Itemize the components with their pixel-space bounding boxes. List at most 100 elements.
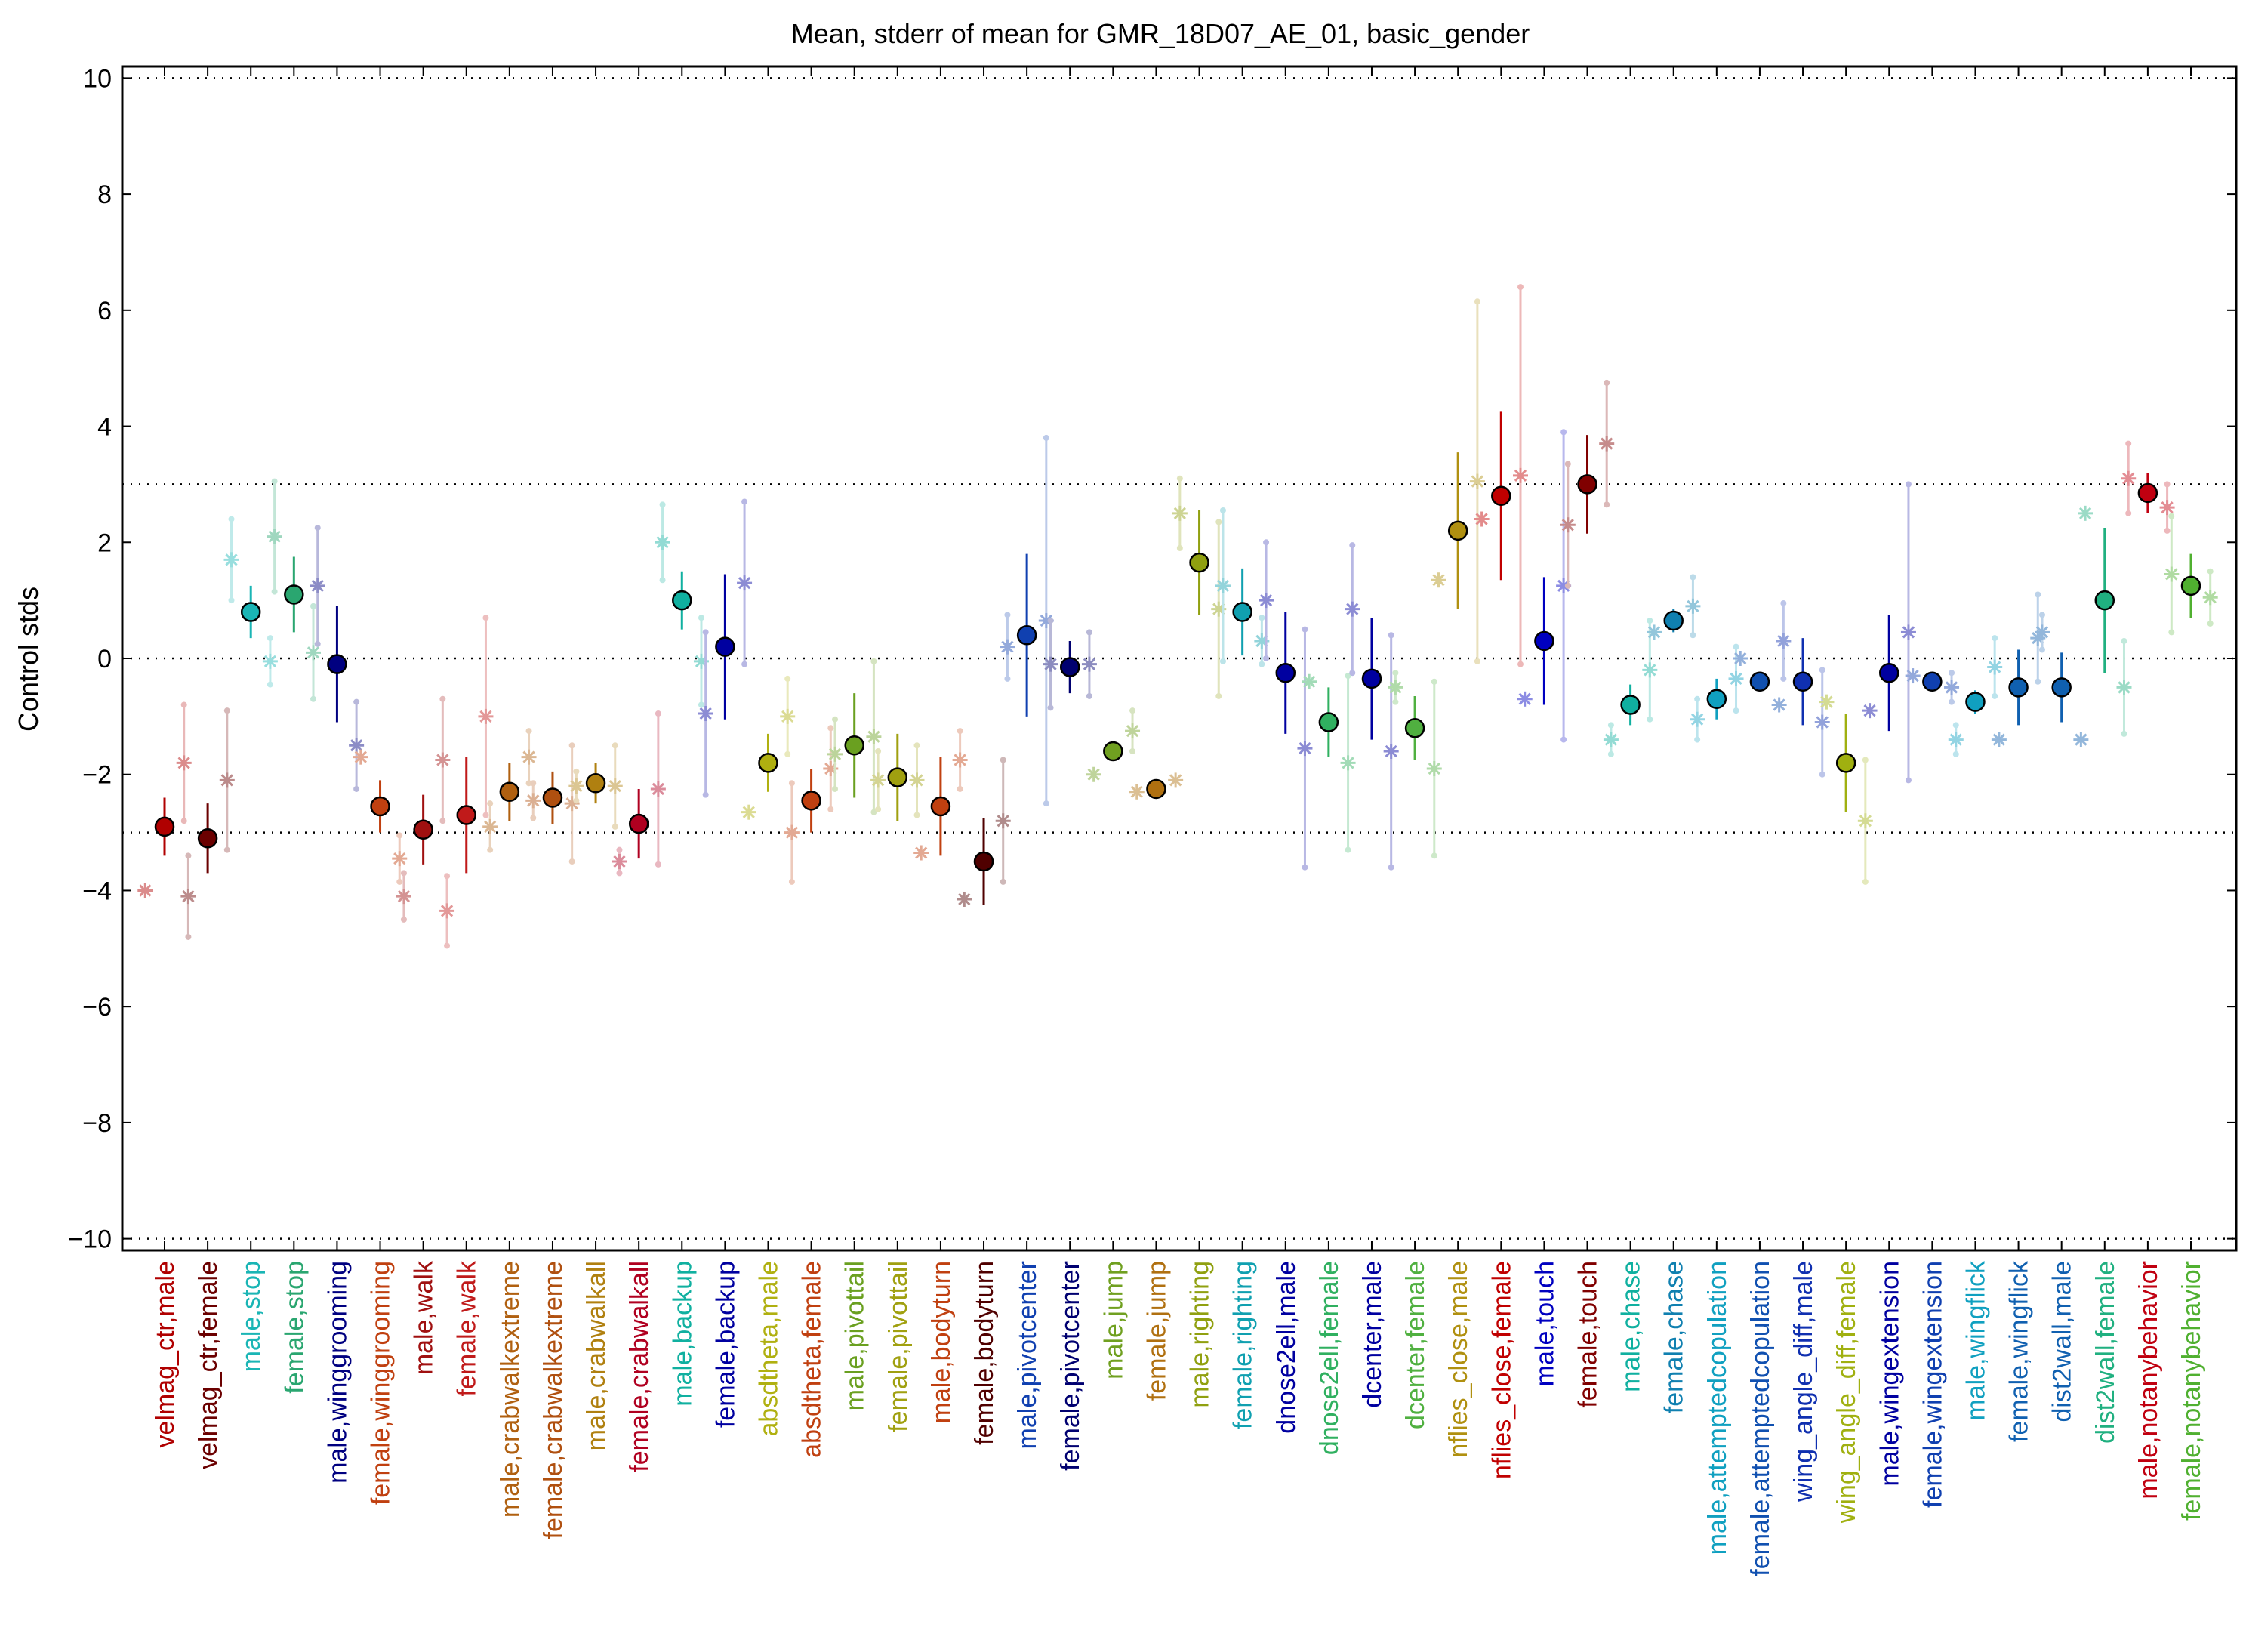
experiment-point [1991,732,2007,747]
x-tick-label: male,touch [1530,1261,1559,1386]
x-tick-label: female,backup [711,1261,740,1428]
experiment-error-cap [1004,612,1011,618]
experiment-error-cap [1952,722,1959,729]
x-tick-label: male,backup [668,1261,697,1407]
experiment-point-stroke [177,757,190,769]
experiment-point [1814,714,1830,730]
experiment-point [655,535,670,550]
experiment-point-stroke [1001,640,1014,653]
mean-point [499,781,520,803]
experiment-error-cap [1302,864,1308,871]
experiment-error-cap [1129,707,1136,714]
plot-frame [121,65,2238,1252]
experiment-error-cap [1474,658,1480,664]
experiment-point-stroke [1385,744,1397,758]
experiment-point [439,903,455,919]
experiment-point [1948,732,1964,747]
experiment-point-stroke [2165,568,2178,581]
mean-point [1577,474,1597,495]
experiment-point-stroke [484,820,497,834]
mean-point [413,819,433,840]
x-tick-label: nflies_close,male [1444,1261,1473,1458]
mean-point [2180,575,2201,596]
experiment-point [1125,723,1141,739]
x-tick-label: female,jump [1142,1261,1171,1401]
experiment-point-stroke [1514,469,1527,482]
experiment-error-cap [2207,568,2214,575]
mean-point [1447,520,1468,541]
mean-point [2137,482,2158,504]
experiment-error-cap [1349,542,1356,549]
experiment-point-stroke [1902,626,1915,639]
experiment-point-stroke [1342,757,1354,769]
experiment-error-cap [2121,730,2127,737]
experiment-point-stroke [1087,768,1100,781]
experiment-point [1431,572,1446,588]
experiment-point [995,813,1011,829]
experiment-error-cap [180,701,187,708]
mean-point [1620,695,1641,715]
experiment-point [780,708,796,724]
experiment-error-cap [2038,646,2045,653]
experiment-point [1215,578,1231,593]
experiment-point [1728,670,1744,686]
x-tick-label: male,crabwalkall [582,1261,611,1450]
category-group [1474,284,1528,667]
experiment-point [1819,694,1835,710]
experiment-error-cap [1819,667,1825,673]
mean-point [154,816,175,837]
experiment-point-stroke [1601,437,1613,450]
experiment-error-cap [870,658,877,664]
experiment-point [952,752,968,768]
experiment-point-stroke [1083,658,1096,670]
experiment-error-cap [655,710,661,717]
mean-point [1792,671,1813,692]
experiment-error-cap [1604,379,1610,386]
y-tick-label: −10 [68,1225,112,1254]
x-tick-label: male,jump [1099,1261,1128,1379]
experiment-point [1900,624,1916,640]
experiment-error-cap [1949,698,1955,705]
experiment-error-cap [1564,582,1571,589]
mean-point [284,584,304,605]
experiment-point [2116,680,2132,695]
y-axis-ticks: 10 8 6 4 2 0 −2 −4 −6 −8 −10 [68,64,2236,1254]
experiment-point-stroke [182,890,195,903]
experiment-error-cap [698,615,704,621]
experiment-point-stroke [699,707,712,720]
experiment-error-cap [2035,591,2041,598]
experiment-error-cap [396,878,403,885]
mean-point [1965,692,1986,712]
y-tick-label: −8 [82,1109,112,1138]
experiment-error-cap [1905,481,1912,488]
experiment-point-stroke [1173,507,1186,519]
y-tick-label: 10 [83,64,112,93]
experiment-point-stroke [220,774,233,787]
experiment-point [1603,732,1619,747]
experiment-error-cap [616,870,623,877]
mean-point [758,753,778,773]
mean-point [1404,717,1425,738]
category-group [2121,440,2175,534]
x-tick-label: female,wingflick [2005,1260,2034,1442]
experiment-error-cap [530,815,537,821]
experiment-error-cap [741,661,748,667]
x-tick-label: female,righting [1229,1261,1258,1429]
experiment-error-cap [1388,864,1394,871]
category-group [137,701,192,898]
category-group [1733,651,1787,713]
experiment-point-stroke [1691,713,1704,726]
mean-point [672,590,692,611]
experiment-error-cap [400,870,407,877]
experiment-point [568,778,584,794]
experiment-point-stroke [656,536,669,549]
experiment-error-cap [788,780,795,787]
experiment-point-stroke [263,655,277,667]
experiment-error-cap [1560,736,1567,743]
mean-point [973,851,994,872]
mean-point [930,796,951,817]
experiment-point-stroke [2075,733,2087,746]
category-group [1129,772,1184,800]
experiment-point-stroke [397,890,411,903]
experiment-error-cap [1819,771,1825,778]
